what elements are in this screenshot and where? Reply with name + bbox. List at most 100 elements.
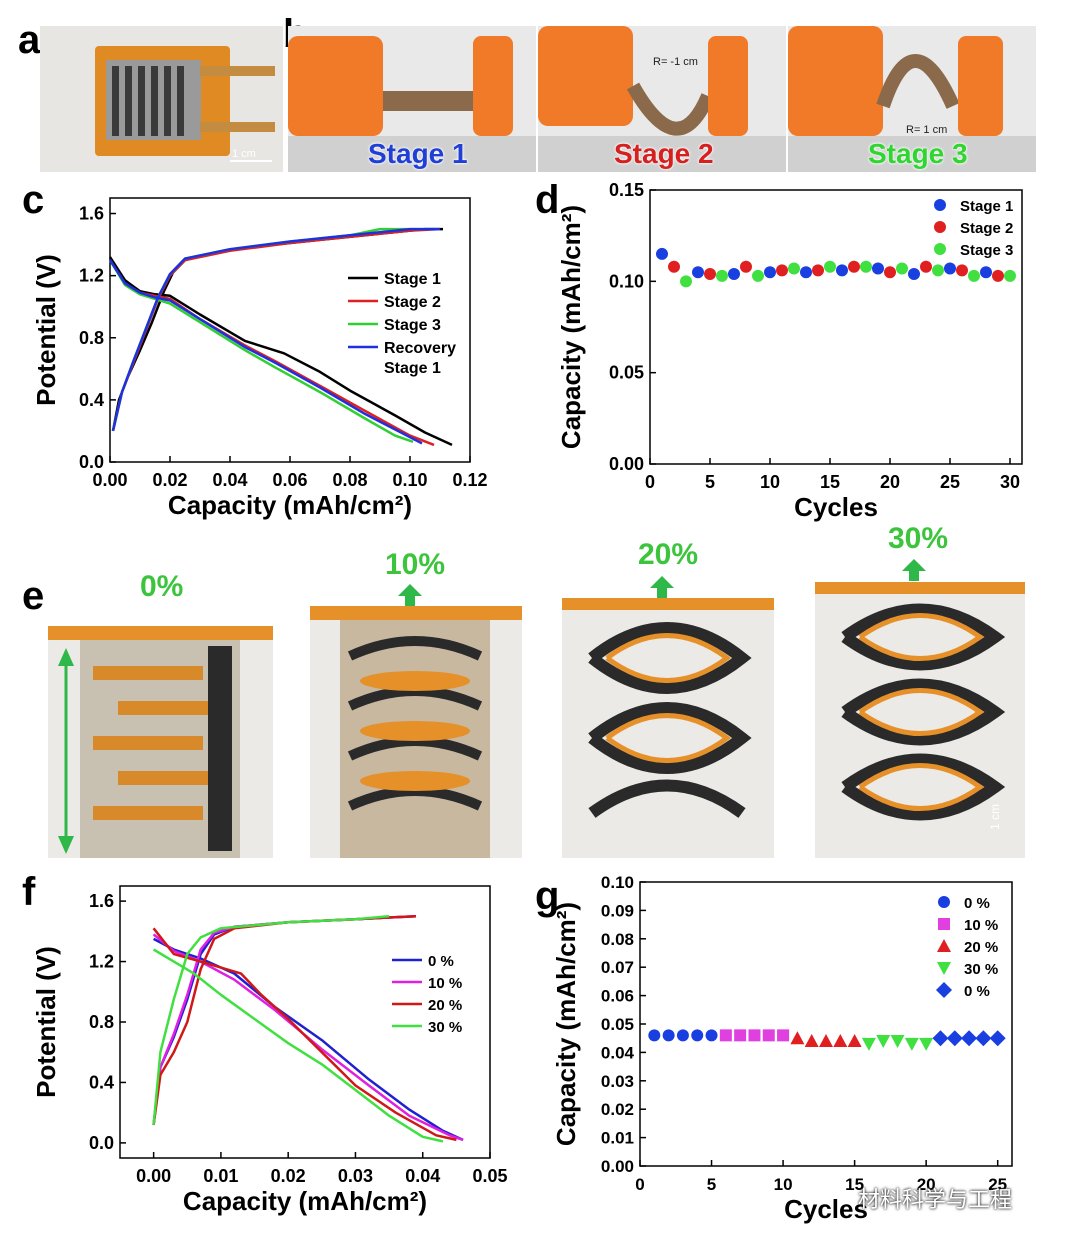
legend-label: 0 %: [964, 983, 990, 1000]
data-point: [691, 1029, 704, 1042]
strain-label-30: 30%: [888, 522, 949, 555]
x-tick-label: 30: [1000, 472, 1020, 492]
y-tick-label: 0.8: [89, 1012, 114, 1032]
series-discharge-line: [152, 927, 457, 1142]
photo-stretch-0: [48, 626, 273, 858]
data-point: [904, 1037, 919, 1051]
data-point: [676, 1029, 689, 1042]
y-tick-label: 0.02: [601, 1100, 634, 1119]
data-point: [860, 260, 872, 273]
x-tick-label: 20: [917, 1175, 936, 1194]
photo-stage-3: R= 1 cm Stage 3: [788, 26, 1036, 172]
legend-label: 0 %: [964, 895, 990, 912]
data-point: [992, 269, 1004, 282]
data-point: [704, 268, 716, 281]
y-tick-label: 0.4: [89, 1072, 114, 1092]
y-tick-label: 1.2: [79, 266, 104, 286]
arrow-up-icon: [398, 584, 422, 606]
x-tick-label: 0.02: [271, 1166, 306, 1186]
legend-marker: [934, 243, 946, 255]
y-tick-label: 1.6: [89, 891, 114, 911]
series-discharge-line: [152, 933, 464, 1142]
data-point: [788, 262, 800, 275]
stage-label-2: Stage 2: [614, 138, 714, 169]
series-discharge-line: [108, 259, 423, 445]
watermark-text: 材料科学与工程: [858, 1188, 1013, 1213]
x-tick-label: 0: [645, 472, 655, 492]
y-tick-label: 0.4: [79, 390, 104, 410]
photo-stage-2: R= -1 cm Stage 2: [538, 26, 786, 172]
y-axis-label: Potential (V): [31, 254, 61, 406]
x-tick-label: 15: [820, 472, 840, 492]
legend-label: Recovery: [384, 340, 456, 357]
legend-label: Stage 1: [384, 271, 441, 288]
data-point: [884, 266, 896, 279]
data-point: [989, 1030, 1006, 1047]
y-tick-label: 0.00: [601, 1157, 634, 1176]
x-tick-label: 5: [705, 472, 715, 492]
plot-frame: [649, 189, 1023, 465]
legend-label: 10 %: [964, 917, 998, 934]
panel-letter-f: f: [22, 870, 36, 914]
x-tick-label: 0.04: [212, 470, 247, 490]
x-tick-label: 20: [880, 472, 900, 492]
scale-bar-label: 1 cm: [232, 148, 256, 160]
data-point: [662, 1029, 675, 1042]
x-axis-label: Capacity (mAh/cm²): [168, 490, 412, 520]
x-tick-label: 0.03: [338, 1166, 373, 1186]
data-point: [812, 264, 824, 277]
panel-letter-g: g: [535, 874, 560, 918]
stage-3-illustration: [788, 26, 1036, 172]
data-point: [848, 260, 860, 273]
data-point: [847, 1034, 862, 1048]
y-tick-label: 0.01: [601, 1129, 634, 1148]
data-point: [680, 275, 692, 288]
y-tick-label: 1.6: [79, 204, 104, 224]
y-tick-label: 0.08: [601, 930, 634, 949]
legend-label: 20 %: [428, 997, 462, 1014]
x-axis-label: Capacity (mAh/cm²): [183, 1186, 427, 1216]
data-point: [790, 1031, 805, 1045]
data-point: [861, 1037, 876, 1051]
data-point: [705, 1029, 718, 1042]
data-point: [833, 1034, 848, 1048]
photo-battery-top-view: 1 cm: [40, 26, 283, 172]
series-charge-line: [152, 914, 390, 1125]
y-tick-label: 0.0: [89, 1133, 114, 1153]
legend-label: Stage 3: [384, 317, 441, 334]
legend-label: Stage 2: [960, 220, 1013, 237]
photo-stretch-20: [562, 598, 774, 858]
data-point: [932, 264, 944, 277]
photo-stage-1: Stage 1: [288, 26, 536, 172]
data-point: [946, 1030, 963, 1047]
x-tick-label: 25: [940, 472, 960, 492]
data-point: [740, 260, 752, 273]
y-tick-label: 0.06: [601, 987, 634, 1006]
data-point: [968, 269, 980, 282]
x-tick-label: 0.12: [452, 470, 487, 490]
y-axis-label: Capacity (mAh/cm²): [551, 902, 581, 1146]
x-tick-label: 15: [845, 1175, 864, 1194]
chart-d-capacity-vs-cycles: 0 5 10 15 20 25 30 0.00 0.05 0.10 0.15 Cycles Capaci…: [556, 180, 1023, 522]
chart-c-potential-vs-capacity: 0.00 0.02 0.04 0.06 0.08 0.10 0.12 0.0 0.4 0.8 1.2…: [31, 197, 488, 520]
battery-illustration: [95, 46, 275, 162]
data-point: [919, 1037, 934, 1051]
data-point: [777, 1029, 790, 1042]
arrow-up-icon: [902, 559, 926, 581]
x-tick-label: 0.00: [92, 470, 127, 490]
stage-label-3: Stage 3: [868, 138, 968, 169]
x-tick-label: 0.10: [392, 470, 427, 490]
y-tick-label: 0.05: [609, 363, 644, 383]
data-point: [896, 262, 908, 275]
y-axis-label: Potential (V): [31, 946, 61, 1098]
y-tick-label: 0.8: [79, 328, 104, 348]
y-tick-label: 0.04: [601, 1043, 635, 1062]
x-axis-label: Cycles: [794, 492, 878, 522]
x-tick-label: 0.04: [405, 1166, 440, 1186]
x-tick-label: 0.02: [152, 470, 187, 490]
legend-marker: [936, 982, 952, 998]
data-point: [716, 269, 728, 282]
legend-label: 10 %: [428, 975, 462, 992]
data-point: [648, 1029, 661, 1042]
data-point: [824, 260, 836, 273]
